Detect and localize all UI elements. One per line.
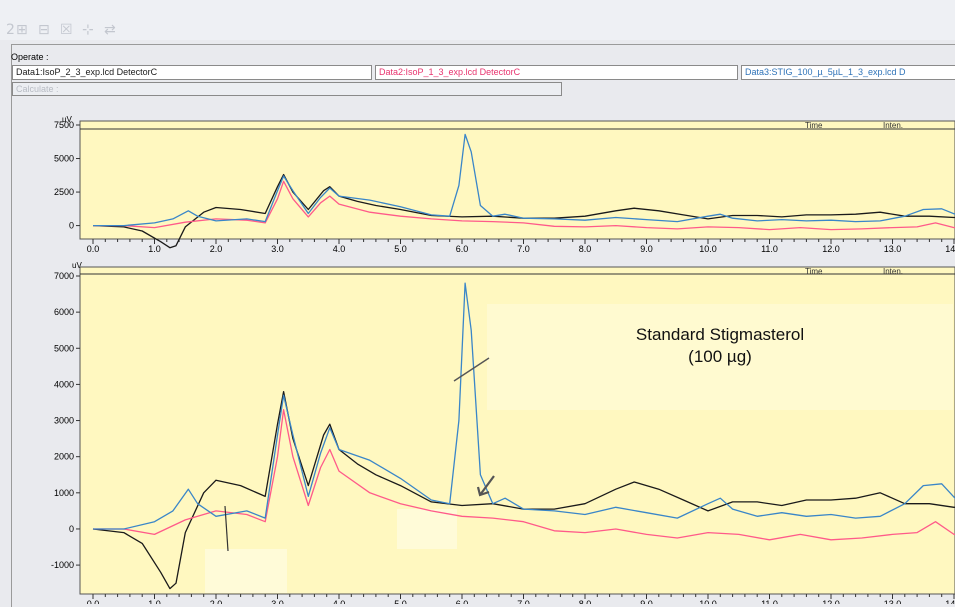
x-tick-label: 6.0 xyxy=(456,599,469,604)
x-tick-label: 1.0 xyxy=(148,599,161,604)
x-tick-label: 3.0 xyxy=(271,599,284,604)
x-tick-label: 8.0 xyxy=(579,244,592,254)
delete-icon[interactable]: ☒ xyxy=(60,22,73,38)
x-tick-label: 12.0 xyxy=(822,244,840,254)
data2-field[interactable]: Data2:IsoP_1_3_exp.lcd DetectorC xyxy=(375,65,738,80)
y-axis-unit-bottom: uV xyxy=(72,261,82,270)
y-tick-label: 0 xyxy=(69,524,74,534)
x-tick-label: 9.0 xyxy=(640,599,653,604)
x-tick-label: 4.0 xyxy=(333,244,346,254)
y-tick-label: 1000 xyxy=(54,488,74,498)
x-tick-label: 2.0 xyxy=(210,244,223,254)
annotation-pointer-line xyxy=(453,357,490,382)
x-tick-label: 14.0 xyxy=(945,244,955,254)
x-tick-label: 11.0 xyxy=(761,599,778,604)
header-time-top: Time xyxy=(805,121,823,130)
header-inten-top: Inten. xyxy=(883,121,903,130)
data1-field[interactable]: Data1:IsoP_2_3_exp.lcd DetectorC xyxy=(12,65,372,80)
x-tick-label: 13.0 xyxy=(884,599,902,604)
zoom-out-icon[interactable]: ⊟ xyxy=(38,22,50,38)
operate-label: Operate : xyxy=(11,52,49,62)
data3-field[interactable]: Data3:STIG_100_µ_5µL_1_3_exp.lcd D xyxy=(741,65,955,80)
tool-number-icon: 2 xyxy=(6,22,15,38)
y-tick-label: 2500 xyxy=(54,187,74,197)
toolbar: 2 ⊞ ⊟ ☒ ⊹ ⇄ xyxy=(0,0,955,40)
x-tick-label: 13.0 xyxy=(884,244,902,254)
x-tick-label: 1.0 xyxy=(148,244,161,254)
highlight-block xyxy=(205,549,287,593)
y-tick-label: 6000 xyxy=(54,307,74,317)
y-axis-unit-top: uV xyxy=(62,115,72,124)
x-tick-label: 10.0 xyxy=(699,244,717,254)
chromatogram-panel xyxy=(11,44,955,607)
series-line-blue xyxy=(93,282,955,530)
chromatogram-chart-top: uV Time Inten. 7500 5000 2500 0 0.0 1.0 2.0 3.0… xyxy=(54,115,955,254)
marker-line xyxy=(224,505,229,552)
y-tick-label: 7500 xyxy=(54,120,74,130)
calculate-field[interactable]: Calculate : xyxy=(12,82,562,96)
x-tick-label: 0.0 xyxy=(87,599,100,604)
x-tick-label: 7.0 xyxy=(517,599,530,604)
x-tick-label: 10.0 xyxy=(699,599,717,604)
y-tick-label: 0 xyxy=(69,221,74,231)
y-tick-label: 4000 xyxy=(54,379,74,389)
highlight-block xyxy=(397,509,457,549)
x-tick-label: 12.0 xyxy=(822,599,840,604)
x-tick-label: 11.0 xyxy=(761,244,778,254)
zoom-in-icon[interactable]: ⊞ xyxy=(16,22,28,38)
series-line-pink xyxy=(93,409,955,541)
annotation-line1: Standard Stigmasterol xyxy=(636,325,804,344)
chromatogram-chart-bottom: uV Time Inten. Standard Stigmasterol (10… xyxy=(51,261,955,604)
series-line-blue xyxy=(93,133,955,227)
x-tick-label: 7.0 xyxy=(517,244,530,254)
x-tick-label: 0.0 xyxy=(87,244,100,254)
fit-icon[interactable]: ⇄ xyxy=(104,22,116,38)
y-tick-label: 5000 xyxy=(54,343,74,353)
annotation-box xyxy=(487,304,953,410)
y-tick-label: -1000 xyxy=(51,560,74,570)
y-tick-label: 7000 xyxy=(54,271,74,281)
y-tick-label: 5000 xyxy=(54,154,74,164)
annotation-line2: (100 µg) xyxy=(688,347,752,366)
header-inten-bottom: Inten. xyxy=(883,267,903,276)
x-tick-label: 8.0 xyxy=(579,599,592,604)
series-line-pink xyxy=(93,180,955,231)
annotation-arrowhead xyxy=(476,486,490,497)
x-tick-label: 14.0 xyxy=(945,599,955,604)
add-icon[interactable]: ⊹ xyxy=(82,22,94,38)
x-tick-label: 9.0 xyxy=(640,244,653,254)
y-tick-label: 2000 xyxy=(54,452,74,462)
x-tick-label: 5.0 xyxy=(394,599,407,604)
x-tick-label: 2.0 xyxy=(210,599,223,604)
annotation-arrow xyxy=(479,475,495,496)
x-tick-label: 6.0 xyxy=(456,244,469,254)
x-tick-label: 5.0 xyxy=(394,244,407,254)
x-tick-label: 3.0 xyxy=(271,244,284,254)
y-tick-label: 3000 xyxy=(54,416,74,426)
x-tick-label: 4.0 xyxy=(333,599,346,604)
header-time-bottom: Time xyxy=(805,267,823,276)
